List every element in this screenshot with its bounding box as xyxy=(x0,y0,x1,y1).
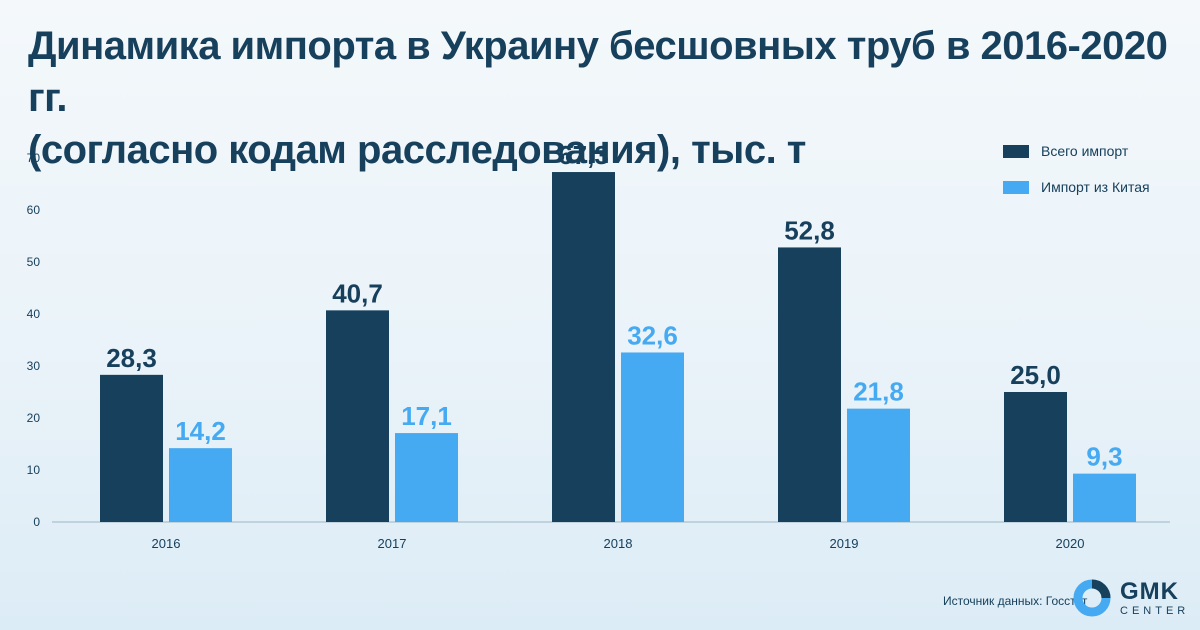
data-label-total-import: 28,3 xyxy=(106,343,157,373)
gmk-logo-icon xyxy=(1073,579,1111,617)
data-label-china-import: 17,1 xyxy=(401,401,452,431)
y-tick-label: 40 xyxy=(27,307,41,321)
legend-label-total: Всего импорт xyxy=(1041,143,1129,159)
bar-china-import xyxy=(395,433,458,522)
data-label-china-import: 14,2 xyxy=(175,416,226,446)
legend-swatch-china xyxy=(1003,180,1029,194)
data-label-china-import: 21,8 xyxy=(853,377,904,407)
source-note: Источник данных: Госстат xyxy=(943,594,1088,608)
legend: Всего импорт Импорт из Китая xyxy=(1003,140,1150,212)
y-tick-label: 70 xyxy=(27,151,41,165)
data-label-total-import: 25,0 xyxy=(1010,360,1061,390)
y-tick-label: 30 xyxy=(27,359,41,373)
bar-total-import xyxy=(100,374,163,522)
y-tick-label: 60 xyxy=(27,203,41,217)
y-tick-label: 10 xyxy=(27,463,41,477)
x-tick-label: 2020 xyxy=(1056,536,1085,551)
bar-china-import xyxy=(847,408,910,522)
logo-sub-text: CENTER xyxy=(1120,604,1190,617)
legend-swatch-total xyxy=(1003,144,1029,158)
x-axis: 2016 2017 2018 2019 2020 xyxy=(152,536,1085,551)
bar-total-import xyxy=(1004,392,1067,522)
bar-china-import xyxy=(1073,473,1136,522)
data-label-china-import: 9,3 xyxy=(1086,442,1122,472)
y-axis: 0 10 20 30 40 50 60 70 xyxy=(27,151,41,529)
bars: 28,3 14,2 40,7 17,1 67,3 32,6 52,8 21,8 25,0 9,3 xyxy=(100,140,1136,523)
data-label-total-import: 40,7 xyxy=(332,278,383,308)
data-label-china-import: 32,6 xyxy=(627,320,678,350)
gmk-logo: GMK CENTER xyxy=(1072,578,1189,618)
bar-china-import xyxy=(169,448,232,522)
legend-item-china: Импорт из Китая xyxy=(1003,176,1150,198)
chart-title: Динамика импорта в Украину бесшовных тру… xyxy=(28,20,1178,176)
legend-item-total: Всего импорт xyxy=(1003,140,1150,162)
x-tick-label: 2016 xyxy=(152,536,181,551)
y-tick-label: 20 xyxy=(27,411,41,425)
data-label-total-import: 67,3 xyxy=(558,140,609,170)
bar-china-import xyxy=(621,352,684,522)
legend-label-china: Импорт из Китая xyxy=(1041,179,1150,195)
chart-title-line-2: (согласно кодам расследования), тыс. т xyxy=(28,128,806,172)
y-tick-label: 0 xyxy=(33,515,40,529)
data-label-total-import: 52,8 xyxy=(784,215,835,245)
x-tick-label: 2017 xyxy=(378,536,407,551)
x-tick-label: 2019 xyxy=(830,536,859,551)
bar-total-import xyxy=(326,310,389,522)
bar-total-import xyxy=(778,247,841,522)
logo-main-text: GMK xyxy=(1120,577,1179,605)
y-tick-label: 50 xyxy=(27,255,41,269)
bar-total-import xyxy=(552,172,615,523)
x-tick-label: 2018 xyxy=(604,536,633,551)
chart-title-line-1: Динамика импорта в Украину бесшовных тру… xyxy=(28,24,1168,120)
